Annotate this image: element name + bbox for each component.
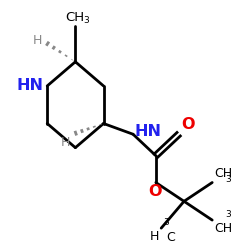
Text: H: H <box>150 230 159 243</box>
Text: CH: CH <box>214 168 233 180</box>
Text: 3: 3 <box>163 218 168 227</box>
Text: HN: HN <box>17 78 44 94</box>
Text: C: C <box>166 231 174 244</box>
Text: H: H <box>61 136 70 148</box>
Text: 3: 3 <box>226 176 231 184</box>
Text: O: O <box>148 184 161 199</box>
Text: CH: CH <box>214 222 233 235</box>
Text: 3: 3 <box>84 16 89 25</box>
Text: HN: HN <box>134 124 162 139</box>
Text: H: H <box>32 34 42 47</box>
Text: CH: CH <box>65 11 84 24</box>
Text: 3: 3 <box>226 210 231 219</box>
Text: O: O <box>181 116 194 132</box>
